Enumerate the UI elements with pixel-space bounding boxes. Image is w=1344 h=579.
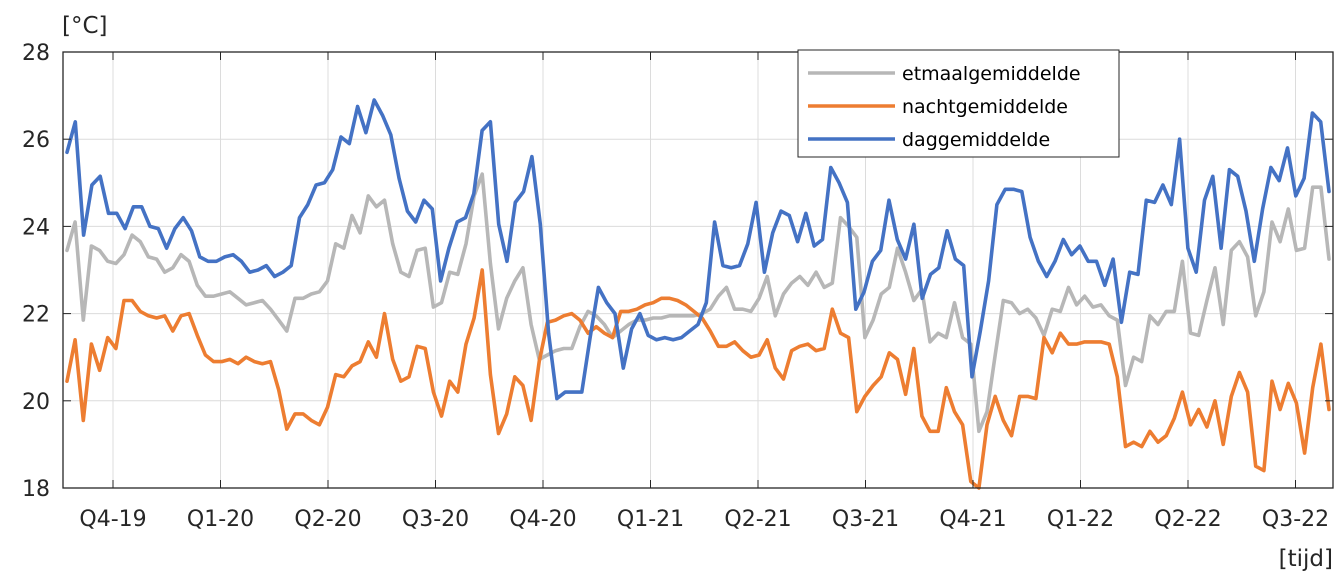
series-line-daggemiddelde: [65, 98, 1331, 401]
plot-frame: [62, 51, 1334, 489]
x-tick-label: Q2-21: [724, 507, 791, 532]
x-tick-label: Q3-20: [402, 507, 469, 532]
x-tick-label: Q4-20: [509, 507, 576, 532]
y-tick-label: 18: [22, 477, 50, 502]
legend-label-daggemiddelde: daggemiddelde: [902, 129, 1050, 151]
y-tick-label: 24: [22, 215, 50, 240]
x-tick-label: Q4-21: [939, 507, 1006, 532]
x-tick-label: Q1-21: [617, 507, 684, 532]
legend-label-etmaalgemiddelde: etmaalgemiddelde: [902, 63, 1081, 85]
x-tick-label: Q2-20: [294, 507, 361, 532]
x-tick-label: Q3-22: [1262, 507, 1329, 532]
y-tick-label: 28: [22, 41, 50, 66]
legend: etmaalgemiddelde nachtgemiddelde daggemidd…: [797, 49, 1120, 158]
x-tick-label: Q3-21: [832, 507, 899, 532]
y-tick-label: 26: [22, 128, 50, 153]
series-line-nachtgemiddelde: [65, 268, 1331, 490]
x-tick-label: Q1-22: [1047, 507, 1114, 532]
y-axis-label: [°C]: [62, 13, 108, 39]
x-axis-label: [tijd]: [1279, 546, 1333, 572]
x-tick-label: Q2-22: [1154, 507, 1221, 532]
series-lines: [65, 98, 1331, 490]
x-tick-label: Q1-20: [187, 507, 254, 532]
y-tick-label: 22: [22, 303, 50, 328]
axis-ticks: 18 20 22 24 26 28 Q4-19 Q1-20 Q2-20 Q3-20 Q4-20 Q1-…: [22, 41, 1333, 532]
y-tick-label: 20: [22, 390, 50, 415]
legend-label-nachtgemiddelde: nachtgemiddelde: [902, 96, 1068, 118]
x-tick-label: Q4-19: [79, 507, 146, 532]
